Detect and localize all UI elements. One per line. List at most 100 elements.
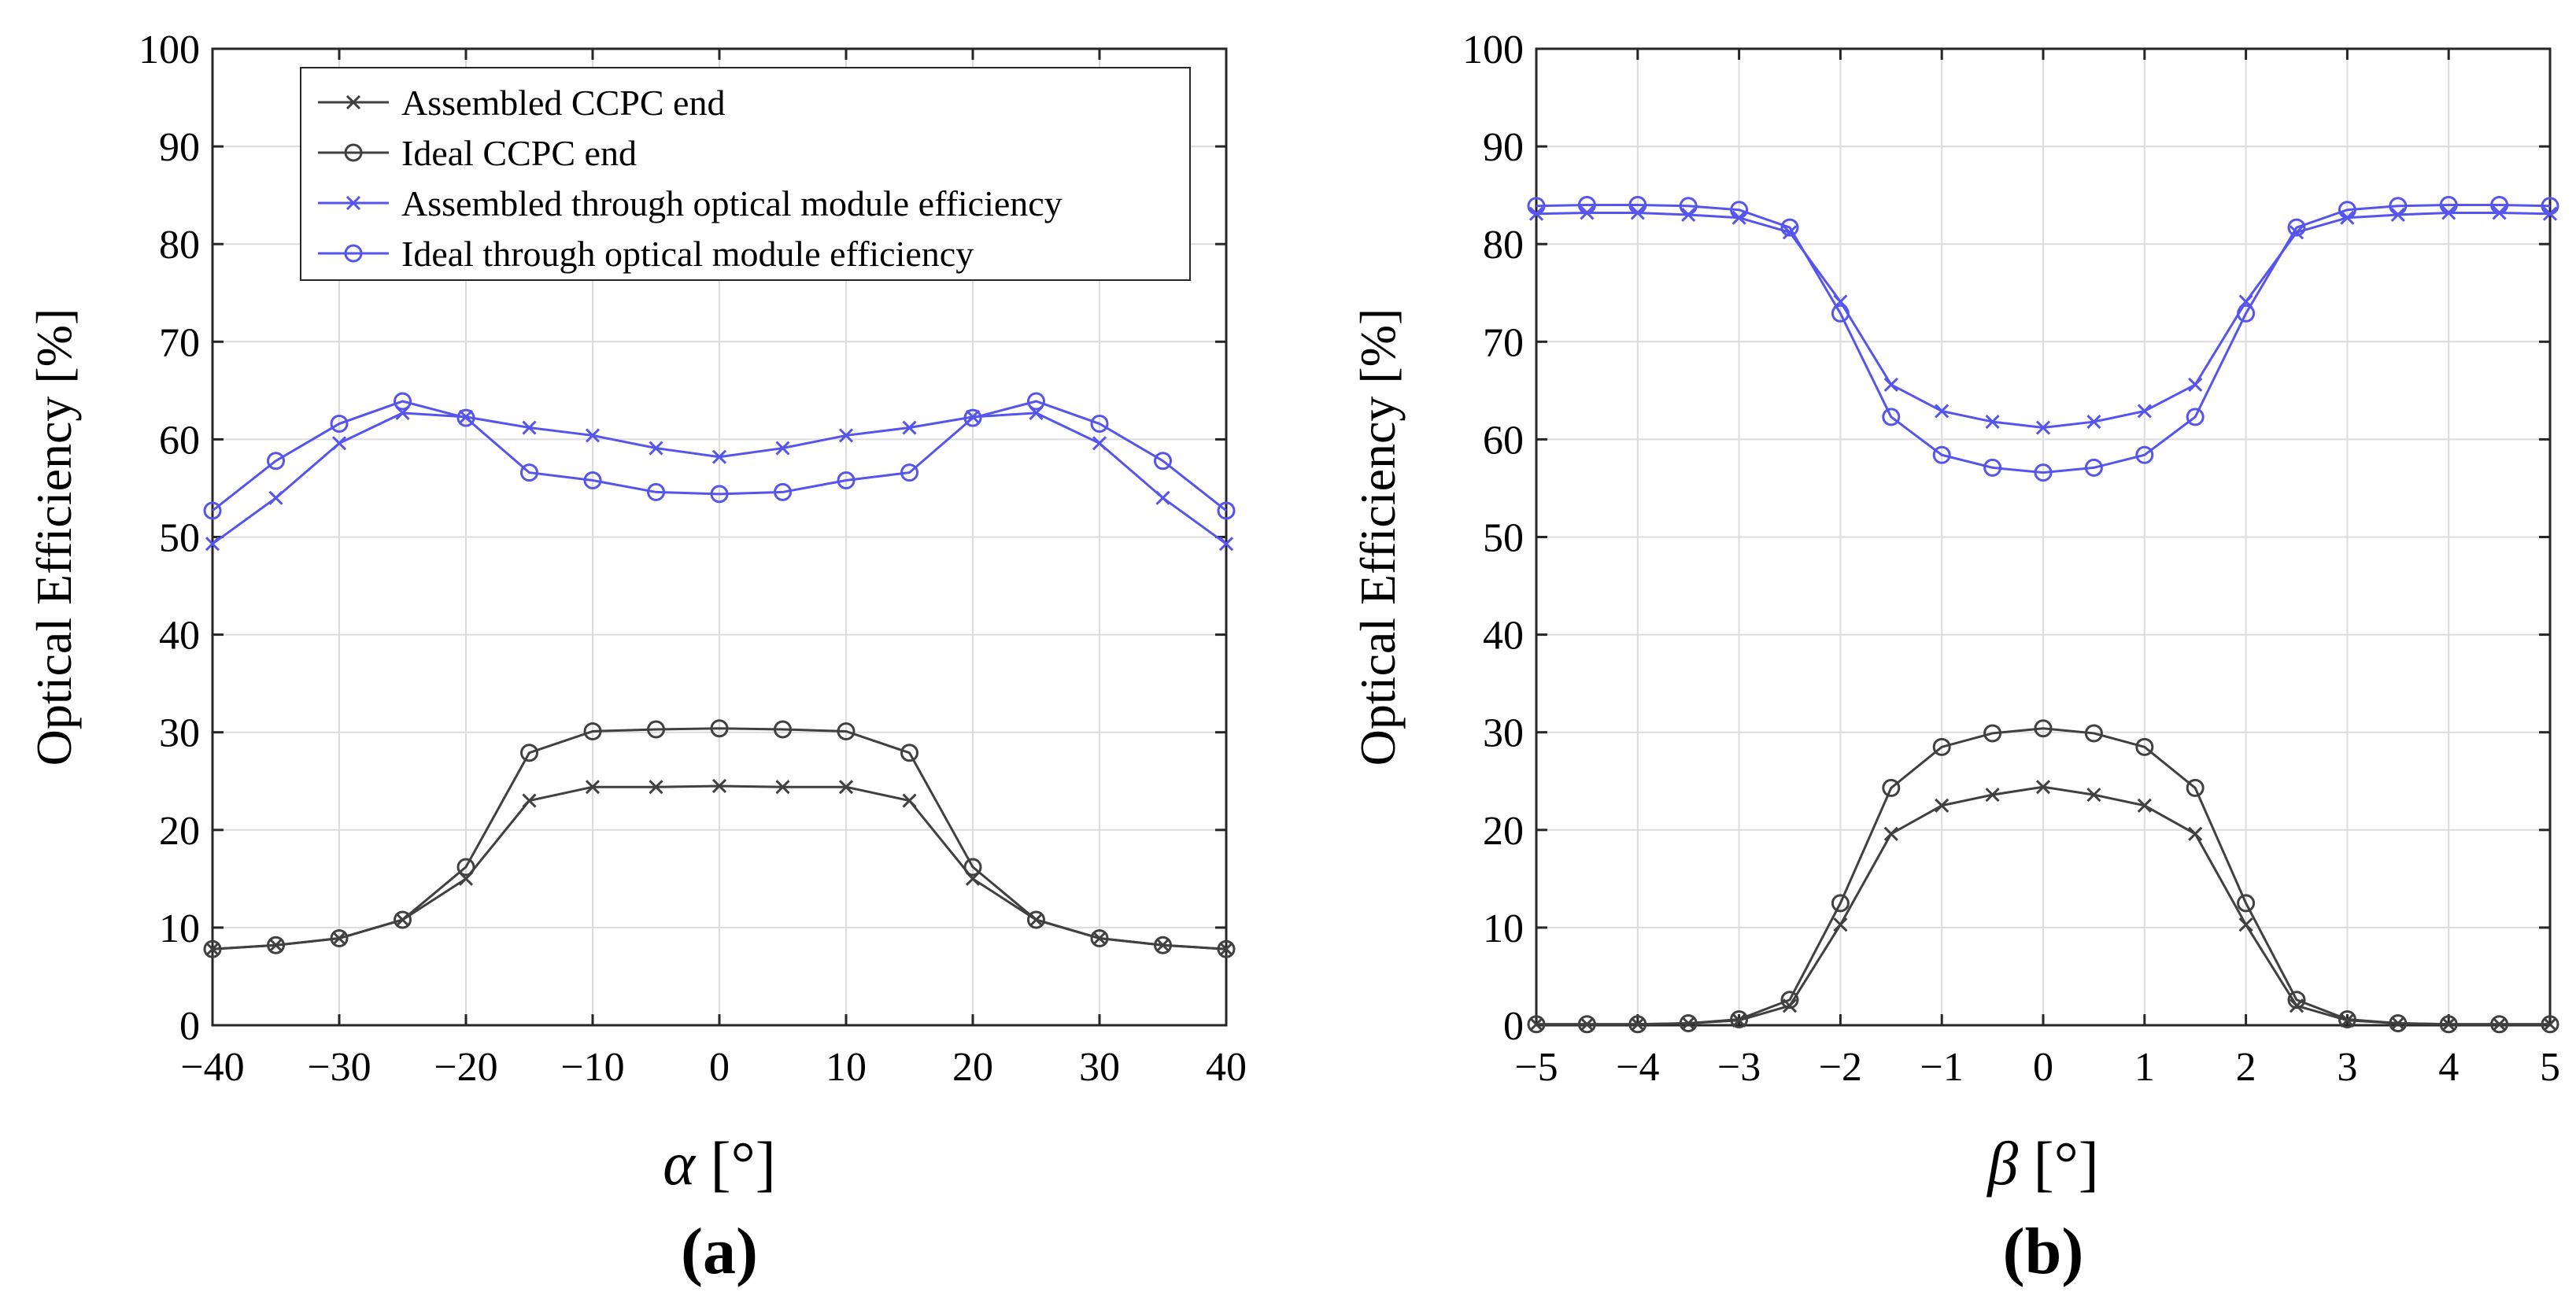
x-axis-unit [695, 1129, 711, 1198]
data-point [1217, 501, 1236, 520]
x-axis-unit [2018, 1129, 2034, 1198]
x-tick-label: −20 [434, 1045, 497, 1090]
y-tick-label: 40 [1483, 614, 1524, 659]
data-point [1730, 1010, 1749, 1029]
data-point [2287, 218, 2306, 237]
data-point [837, 722, 856, 740]
data-point [585, 780, 601, 795]
x-tick-label: −40 [180, 1045, 244, 1090]
x-tick-label: 4 [2438, 1045, 2459, 1090]
data-point [268, 490, 283, 505]
data-point [583, 471, 602, 490]
data-point [711, 778, 727, 794]
data-point [2188, 826, 2203, 841]
series-1 [203, 719, 1236, 958]
data-point [2439, 196, 2458, 215]
data-point [1780, 991, 1799, 1009]
data-point [1027, 910, 1045, 929]
data-point [900, 463, 918, 482]
data-point [2186, 408, 2205, 426]
data-point [1883, 377, 1898, 392]
data-point [1730, 201, 1749, 220]
x-axis-unit-text: [°] [2034, 1129, 2099, 1198]
data-point [522, 420, 537, 435]
x-tick-label: −4 [1616, 1045, 1659, 1090]
x-tick-label: 40 [1206, 1045, 1247, 1090]
data-point [775, 441, 790, 456]
data-point [1780, 218, 1799, 237]
legend-label: Ideal CCPC end [401, 133, 637, 173]
data-point [2086, 788, 2101, 803]
data-point [520, 463, 538, 482]
x-tick-label: −3 [1717, 1045, 1761, 1090]
y-axis-label: Optical Efficiency [%] [26, 308, 82, 766]
data-point [838, 428, 854, 443]
y-tick-label: 50 [159, 516, 200, 561]
data-point [1577, 1015, 1596, 1034]
data-point [1679, 1014, 1698, 1033]
data-point [1217, 939, 1236, 958]
data-point [2237, 304, 2256, 323]
data-point [2034, 463, 2053, 482]
data-point [1154, 936, 1172, 954]
data-point [1831, 894, 1850, 913]
series-3 [1527, 196, 2559, 482]
legend-marker [344, 143, 363, 162]
x-tick-label: 2 [2236, 1045, 2256, 1090]
data-point [2439, 1015, 2458, 1034]
y-tick-label: 0 [179, 1004, 200, 1049]
data-point [1090, 929, 1109, 948]
data-point [267, 452, 285, 471]
data-point [649, 441, 663, 456]
y-tick-label: 70 [159, 320, 200, 365]
data-point [585, 428, 601, 443]
data-point [774, 720, 792, 739]
y-tick-label: 30 [159, 711, 200, 756]
data-point [711, 449, 727, 464]
y-axis-label: Optical Efficiency [%] [1350, 308, 1406, 766]
x-tick-label: −5 [1514, 1045, 1558, 1090]
data-point [2086, 415, 2101, 430]
data-point [900, 744, 918, 762]
x-tick-label: 10 [826, 1045, 867, 1090]
data-point [2237, 894, 2256, 913]
x-tick-label: 20 [952, 1045, 993, 1090]
data-point [1155, 490, 1170, 505]
legend-item: Assembled CCPC end [318, 83, 725, 123]
chart-panel-b: −5 −4 −3 −2 −1 0 1 2 3 4 50102030405060708090100Op… [1350, 28, 2560, 1288]
data-point [710, 485, 729, 504]
data-point [2389, 1014, 2408, 1033]
y-tick-label: 90 [159, 125, 200, 170]
data-point [2084, 458, 2103, 477]
y-tick-label: 100 [139, 28, 200, 72]
data-point [837, 471, 856, 490]
data-point [902, 420, 917, 435]
data-point [902, 793, 917, 808]
y-tick-label: 10 [1483, 906, 1524, 951]
data-point [1831, 304, 1850, 323]
data-point [963, 408, 982, 427]
data-point [2084, 724, 2103, 743]
data-point [774, 482, 792, 501]
data-point [394, 910, 412, 929]
y-tick-label: 20 [1483, 809, 1524, 854]
data-point [1027, 392, 1045, 411]
legend: Assembled CCPC end Ideal CCPC end Assemble… [300, 67, 1191, 281]
y-tick-label: 0 [1503, 1004, 1524, 1049]
data-point [2338, 1010, 2356, 1029]
data-point [1628, 1015, 1647, 1034]
data-point [1882, 408, 1901, 426]
y-tick-label: 40 [159, 614, 200, 659]
y-tick-label: 60 [1483, 418, 1524, 463]
data-point [1983, 724, 2002, 743]
data-point [330, 415, 349, 434]
chart-panel-a: −40 −30 −20 −10 0 10 20 30 40 0 10 20 30 40 50 60 70 80 90… [26, 28, 1247, 1288]
series-line [1536, 727, 2550, 1026]
data-point [331, 436, 347, 451]
data-point [2035, 420, 2051, 435]
data-point [1092, 436, 1107, 451]
data-point [2287, 991, 2306, 1009]
y-tick-label: 80 [1483, 223, 1524, 268]
series-line [1536, 204, 2551, 474]
